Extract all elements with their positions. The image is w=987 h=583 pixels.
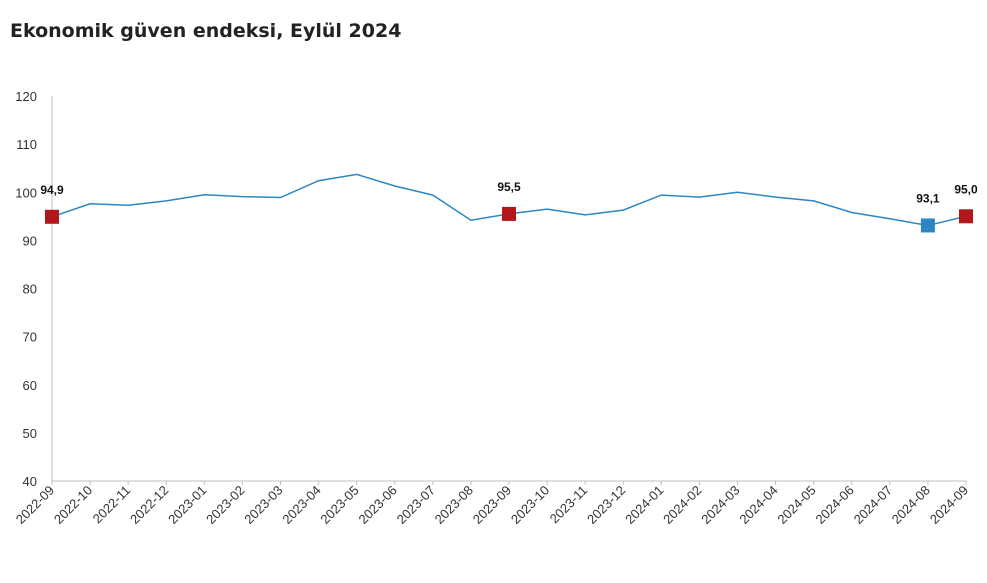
x-tick-label: 2023-10: [508, 483, 552, 527]
x-tick-label: 2023-12: [584, 483, 628, 527]
y-tick-label: 80: [23, 282, 37, 297]
y-tick-label: 110: [16, 137, 37, 152]
data-point-marker: [959, 209, 973, 224]
y-tick-label: 100: [15, 185, 37, 200]
x-axis: 2022-092022-102022-112022-122023-012023-…: [13, 480, 971, 527]
y-tick-label: 60: [23, 378, 37, 393]
x-tick-label: 2023-08: [432, 483, 476, 527]
chart-title: Ekonomik güven endeksi, Eylül 2024: [10, 20, 402, 42]
x-tick-label: 2023-01: [165, 483, 209, 527]
x-tick-label: 2023-11: [547, 483, 591, 527]
x-tick-label: 2023-07: [394, 483, 438, 527]
x-tick-label: 2023-04: [279, 483, 323, 527]
x-tick-label: 2022-10: [51, 483, 95, 527]
y-tick-label: 50: [23, 426, 37, 441]
y-tick-label: 90: [23, 233, 37, 248]
x-tick-label: 2022-09: [13, 483, 57, 527]
y-tick-label: 70: [23, 330, 37, 345]
x-tick-label: 2024-09: [927, 483, 971, 527]
x-tick-label: 2024-08: [889, 483, 933, 527]
x-tick-label: 2024-06: [813, 483, 857, 527]
data-label: 93,1: [916, 191, 940, 205]
plot-area: 94,9 95,5 93,1 95,0: [40, 173, 978, 233]
y-tick-label: 120: [15, 89, 37, 104]
x-tick-label: 2022-11: [90, 483, 134, 527]
x-tick-label: 2024-05: [774, 483, 818, 527]
x-tick-label: 2023-06: [356, 483, 400, 527]
x-tick-label: 2024-02: [660, 483, 704, 527]
data-point-marker: [502, 206, 516, 221]
x-tick-label: 2024-01: [622, 483, 666, 527]
data-label: 95,5: [497, 180, 521, 194]
data-point-marker: [45, 209, 59, 224]
x-tick-label: 2024-07: [851, 483, 895, 527]
data-label: 95,0: [954, 182, 978, 196]
x-tick-label: 2023-05: [317, 483, 361, 527]
x-tick-label: 2023-02: [203, 483, 247, 527]
x-tick-label: 2023-03: [241, 483, 285, 527]
y-tick-label: 40: [23, 474, 37, 489]
y-axis: 40 50 60 70 80 90 100 110 120: [15, 89, 53, 489]
x-tick-label: 2023-09: [470, 483, 514, 527]
data-label: 94,9: [40, 183, 64, 197]
data-point-marker: [920, 218, 935, 233]
x-tick-label: 2024-03: [698, 483, 742, 527]
x-tick-label: 2022-12: [127, 483, 171, 527]
x-tick-label: 2024-04: [736, 483, 780, 527]
